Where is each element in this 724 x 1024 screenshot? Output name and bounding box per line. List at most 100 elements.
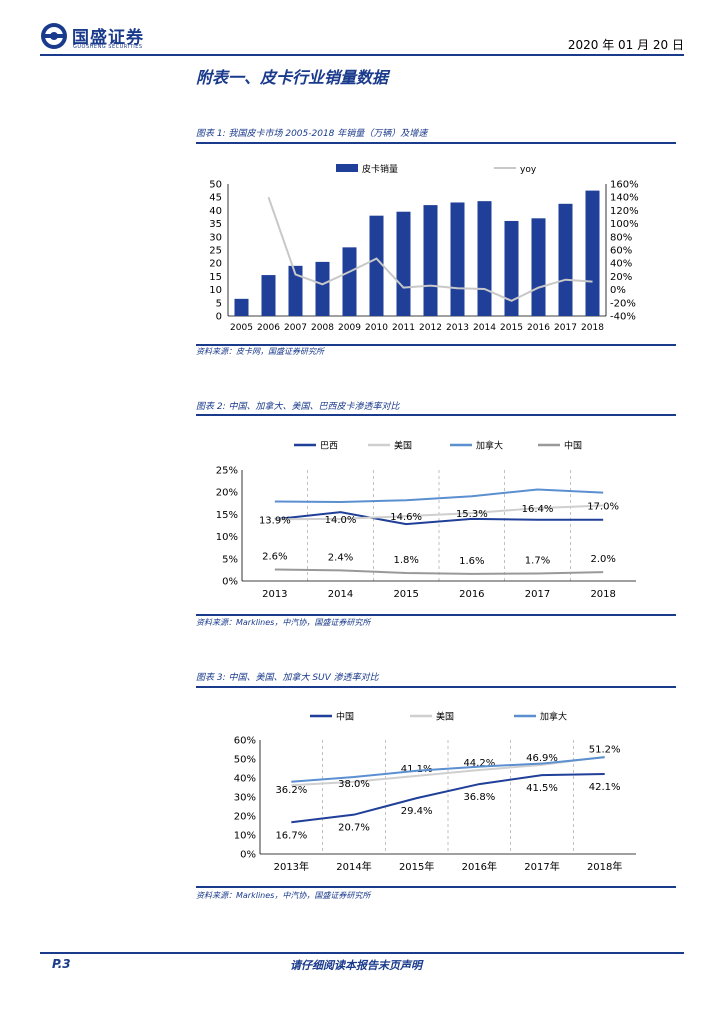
x-tick: 2011 bbox=[392, 323, 415, 333]
chart3-caption: 图表 3: 中国、美国、加拿大 SUV 渗透率对比 bbox=[196, 673, 379, 683]
data-label: 29.4% bbox=[401, 806, 433, 817]
x-tick: 2013年 bbox=[274, 860, 309, 873]
chart3-top-rule bbox=[196, 686, 676, 688]
logo: 国盛证券 GUOSHENG SECURITIES bbox=[40, 22, 160, 52]
x-tick: 2012 bbox=[419, 323, 442, 333]
y-tick-left: 50 bbox=[209, 180, 222, 191]
chart3-bottom-rule bbox=[196, 886, 676, 888]
x-tick: 2018年 bbox=[587, 860, 622, 873]
data-label: 41.5% bbox=[526, 783, 558, 794]
y-tick: 30% bbox=[234, 793, 256, 804]
bar bbox=[234, 298, 249, 316]
bar bbox=[423, 205, 438, 316]
x-tick: 2016 bbox=[527, 323, 550, 333]
legend-label: 美国 bbox=[394, 440, 412, 452]
bar bbox=[585, 190, 600, 316]
data-label: 2.4% bbox=[328, 552, 353, 563]
y-tick: 20% bbox=[234, 812, 256, 823]
x-tick: 2015 bbox=[500, 323, 523, 333]
x-tick: 2017年 bbox=[524, 860, 559, 873]
bar bbox=[261, 275, 276, 316]
legend-label: 美国 bbox=[436, 711, 454, 723]
bar bbox=[342, 247, 357, 316]
y-tick-right: 40% bbox=[610, 259, 632, 270]
x-tick: 2017 bbox=[525, 589, 550, 600]
bar bbox=[558, 203, 573, 316]
report-date: 2020 年 01 月 20 日 bbox=[567, 38, 684, 52]
data-label: 51.2% bbox=[589, 745, 621, 756]
bar bbox=[288, 265, 303, 316]
x-tick: 2015 bbox=[393, 589, 418, 600]
data-label: 38.0% bbox=[338, 779, 370, 790]
series-line bbox=[274, 568, 604, 575]
chart1-bottom-rule bbox=[196, 344, 676, 346]
chart2-source: 资料来源：Marklines，中汽协，国盛证券研究所 bbox=[196, 618, 371, 627]
y-tick-left: 10 bbox=[209, 285, 222, 296]
y-tick-left: 15 bbox=[209, 272, 222, 283]
bar bbox=[396, 211, 411, 316]
data-label: 14.0% bbox=[325, 515, 357, 526]
section-title: 附表一、皮卡行业销量数据 bbox=[196, 68, 389, 87]
chart1-source: 资料来源：皮卡网，国盛证券研究所 bbox=[196, 347, 324, 356]
x-tick: 2007 bbox=[284, 323, 307, 333]
series-line bbox=[291, 756, 605, 783]
data-label: 17.0% bbox=[587, 502, 619, 513]
y-tick: 40% bbox=[234, 774, 256, 785]
footer-disclaimer: 请仔细阅读本报告末页声明 bbox=[290, 959, 422, 972]
bar bbox=[477, 201, 492, 316]
series-line bbox=[274, 504, 604, 521]
chart1: 皮卡销量 yoy 0 5 10 15 20 25 30 35 40 45 50 -40% -20% 0% 20%… bbox=[209, 163, 639, 333]
y-tick-left: 40 bbox=[209, 206, 222, 217]
y-tick-right: 60% bbox=[610, 246, 632, 257]
y-tick-left: 35 bbox=[209, 219, 222, 230]
data-label: 44.2% bbox=[463, 758, 495, 769]
x-tick: 2013 bbox=[262, 589, 287, 600]
legend-label: 加拿大 bbox=[540, 711, 567, 723]
chart2-top-rule bbox=[196, 414, 676, 416]
data-label: 36.8% bbox=[463, 792, 495, 803]
bar bbox=[369, 215, 384, 316]
y-tick-right: 140% bbox=[610, 193, 639, 204]
y-tick: 10% bbox=[216, 532, 238, 543]
y-tick: 0% bbox=[240, 850, 256, 861]
x-tick: 2014 bbox=[328, 589, 353, 600]
y-tick-left: 20 bbox=[209, 259, 222, 270]
data-label: 2.6% bbox=[262, 551, 287, 562]
y-tick: 5% bbox=[222, 554, 238, 565]
data-label: 16.7% bbox=[275, 830, 307, 841]
x-tick: 2005 bbox=[230, 323, 253, 333]
chart2: 巴西 美国 加拿大 中国 0% 5% 10% 15% 20% 25% 2013 2014 2015 201… bbox=[216, 440, 636, 600]
footer-rule bbox=[40, 952, 684, 954]
y-tick: 50% bbox=[234, 755, 256, 766]
data-label: 46.9% bbox=[526, 753, 558, 764]
y-tick-right: -40% bbox=[610, 312, 636, 323]
data-label: 14.6% bbox=[390, 512, 422, 523]
y-tick-left: 5 bbox=[216, 298, 222, 309]
y-tick-right: 80% bbox=[610, 232, 632, 243]
bar bbox=[315, 261, 330, 316]
chart2-bottom-rule bbox=[196, 614, 676, 616]
legend-label: 中国 bbox=[336, 711, 354, 723]
y-tick-right: 160% bbox=[610, 180, 639, 191]
data-label: 1.6% bbox=[459, 556, 484, 567]
bar bbox=[531, 218, 546, 316]
bar bbox=[504, 220, 519, 316]
x-tick: 2016年 bbox=[462, 860, 497, 873]
x-tick: 2013 bbox=[446, 323, 469, 333]
logo-text: 国盛证券 bbox=[72, 28, 144, 48]
bar bbox=[450, 202, 465, 316]
x-tick: 2014 bbox=[473, 323, 496, 333]
y-tick-right: 20% bbox=[610, 272, 632, 283]
series-line bbox=[291, 755, 605, 787]
data-label: 36.2% bbox=[275, 785, 307, 796]
data-label: 20.7% bbox=[338, 823, 370, 834]
y-tick-right: 120% bbox=[610, 206, 639, 217]
data-label: 2.0% bbox=[590, 554, 615, 565]
logo-subtext: GUOSHENG SECURITIES bbox=[73, 44, 143, 50]
series-line bbox=[291, 773, 605, 824]
y-tick-right: 0% bbox=[610, 285, 626, 296]
x-tick: 2016 bbox=[459, 589, 484, 600]
y-tick-right: 100% bbox=[610, 219, 639, 230]
legend-label: 加拿大 bbox=[476, 440, 503, 452]
y-tick: 0% bbox=[222, 577, 238, 588]
